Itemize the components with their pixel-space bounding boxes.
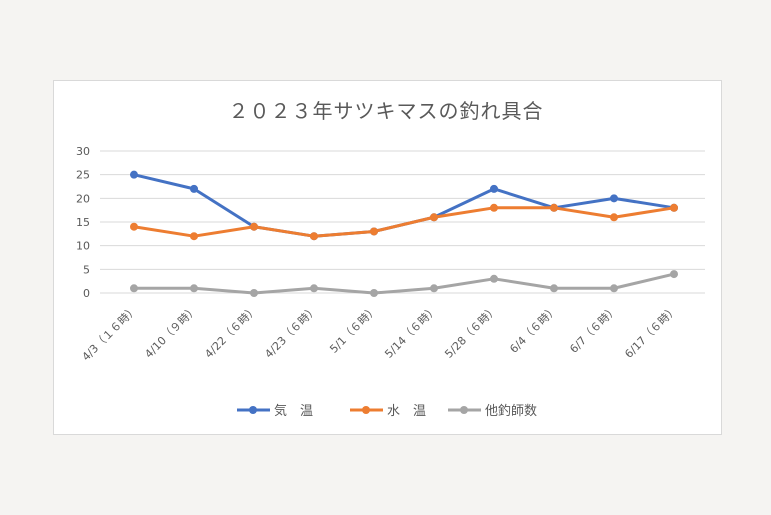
x-tick-label: 4/3（１６時）: [80, 303, 141, 364]
chart-area: [53, 80, 722, 435]
data-point: [550, 284, 558, 293]
y-tick-label: 25: [76, 169, 90, 182]
y-tick-label: 0: [83, 287, 90, 300]
data-point: [130, 284, 138, 293]
x-tick-label: 6/17（６時）: [622, 303, 680, 361]
data-point: [550, 203, 558, 212]
data-point: [250, 222, 258, 231]
data-point: [190, 232, 198, 241]
x-tick-label: 6/7（６時）: [567, 303, 620, 356]
data-point: [490, 203, 498, 212]
data-point: [490, 274, 498, 283]
legend-marker: [362, 406, 370, 414]
series-line: [134, 272, 675, 295]
legend-label: 他釣師数: [485, 403, 537, 419]
data-point: [610, 213, 618, 222]
x-tick-label: 4/10（９時）: [142, 303, 200, 361]
data-point: [130, 170, 138, 179]
data-point: [610, 284, 618, 293]
y-tick-label: 5: [83, 263, 90, 276]
legend-label: 気 温: [274, 403, 313, 419]
y-tick-label: 10: [76, 240, 90, 253]
x-tick-label: 5/1（６時）: [327, 303, 380, 356]
series-line: [133, 173, 675, 238]
data-point: [190, 184, 198, 193]
legend-marker: [249, 406, 257, 414]
x-tick-label: 5/14（６時）: [382, 303, 440, 361]
data-point: [490, 184, 498, 193]
data-point: [430, 284, 438, 293]
x-tick-label: 4/22（６時）: [202, 303, 260, 361]
legend-label: 水 温: [387, 404, 426, 419]
x-tick-label: 6/4（６時）: [507, 303, 560, 356]
data-point: [130, 222, 138, 231]
data-point: [370, 289, 378, 297]
data-point: [670, 270, 678, 279]
data-point: [250, 289, 258, 297]
legend-marker: [460, 406, 468, 414]
data-point: [190, 284, 198, 293]
data-point: [370, 227, 378, 236]
data-point: [430, 213, 438, 222]
data-point: [670, 203, 678, 212]
y-tick-label: 15: [76, 216, 90, 229]
data-point: [310, 284, 318, 293]
x-tick-label: 5/28（６時）: [442, 303, 500, 361]
series-line: [133, 206, 675, 238]
data-point: [610, 194, 618, 203]
chart-title: ２０２３年サツキマスの釣れ具合: [229, 99, 544, 123]
x-tick-label: 4/23（６時）: [262, 303, 320, 361]
y-tick-label: 30: [76, 145, 90, 158]
data-point: [310, 232, 318, 241]
y-tick-label: 20: [76, 192, 90, 205]
